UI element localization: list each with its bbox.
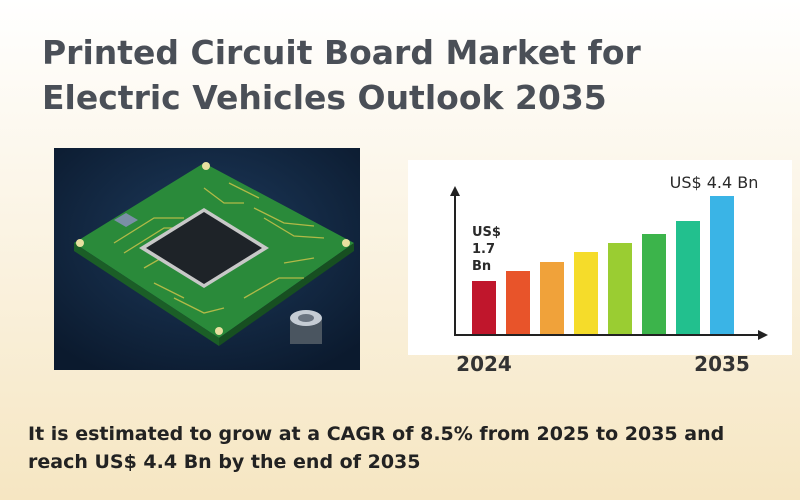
summary-text: It is estimated to grow at a CAGR of 8.5…: [28, 423, 725, 473]
value-label: US$ 4.4 Bn: [669, 173, 759, 192]
bar: [574, 252, 598, 334]
bar: [472, 280, 496, 334]
bar: [710, 196, 734, 334]
x-tick-label: 2024: [456, 352, 512, 376]
bar: [506, 271, 530, 334]
value-label: US$ 1.7 Bn: [472, 224, 501, 274]
bar: [540, 261, 564, 334]
x-tick-label: 2035: [694, 352, 750, 376]
bar: [642, 233, 666, 334]
pcb-illustration: [54, 148, 360, 370]
bar: [676, 221, 700, 334]
bar: [608, 243, 632, 334]
page-title: Printed Circuit Board Market for Electri…: [42, 33, 641, 117]
x-axis-arrow: [758, 330, 768, 340]
y-axis-arrow: [450, 186, 460, 196]
